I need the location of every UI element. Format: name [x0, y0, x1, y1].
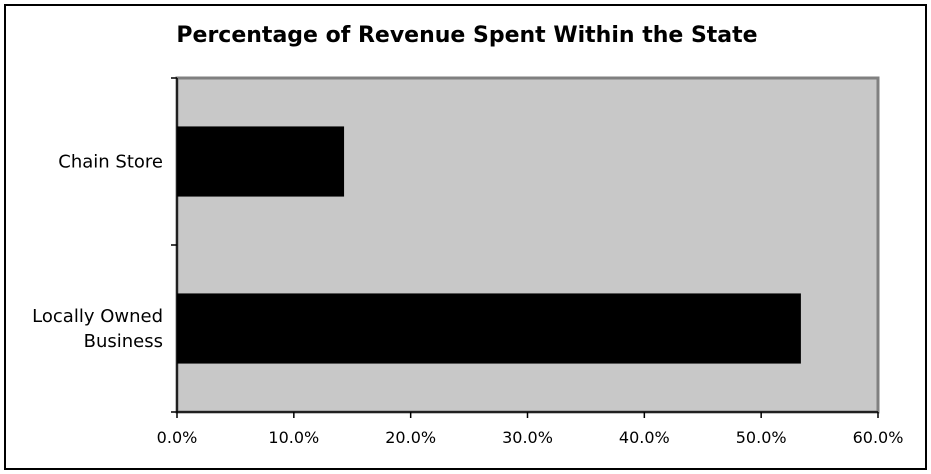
- x-tick-label: 60.0%: [853, 428, 904, 447]
- x-tick-label: 20.0%: [385, 428, 436, 447]
- bar-locally-owned-business: [177, 293, 801, 364]
- x-tick-label: 30.0%: [502, 428, 553, 447]
- category-label: Chain Store: [58, 152, 163, 173]
- axes-layer: [171, 77, 879, 418]
- bars-layer: [177, 126, 801, 364]
- labels-layer: Chain Store Locally Owned Business 0.0% 10.0…: [32, 152, 903, 448]
- x-tick-label: 40.0%: [619, 428, 670, 447]
- category-label: Locally Owned Business: [32, 306, 163, 352]
- chart: Percentage of Revenue Spent Within the S…: [32, 23, 903, 448]
- x-tick-label: 0.0%: [157, 428, 198, 447]
- x-tick-label: 50.0%: [736, 428, 787, 447]
- chart-title: Percentage of Revenue Spent Within the S…: [176, 23, 757, 48]
- bar-chain-store: [177, 126, 345, 197]
- x-tick-label: 10.0%: [268, 428, 319, 447]
- chart-frame: Percentage of Revenue Spent Within the S…: [4, 4, 927, 470]
